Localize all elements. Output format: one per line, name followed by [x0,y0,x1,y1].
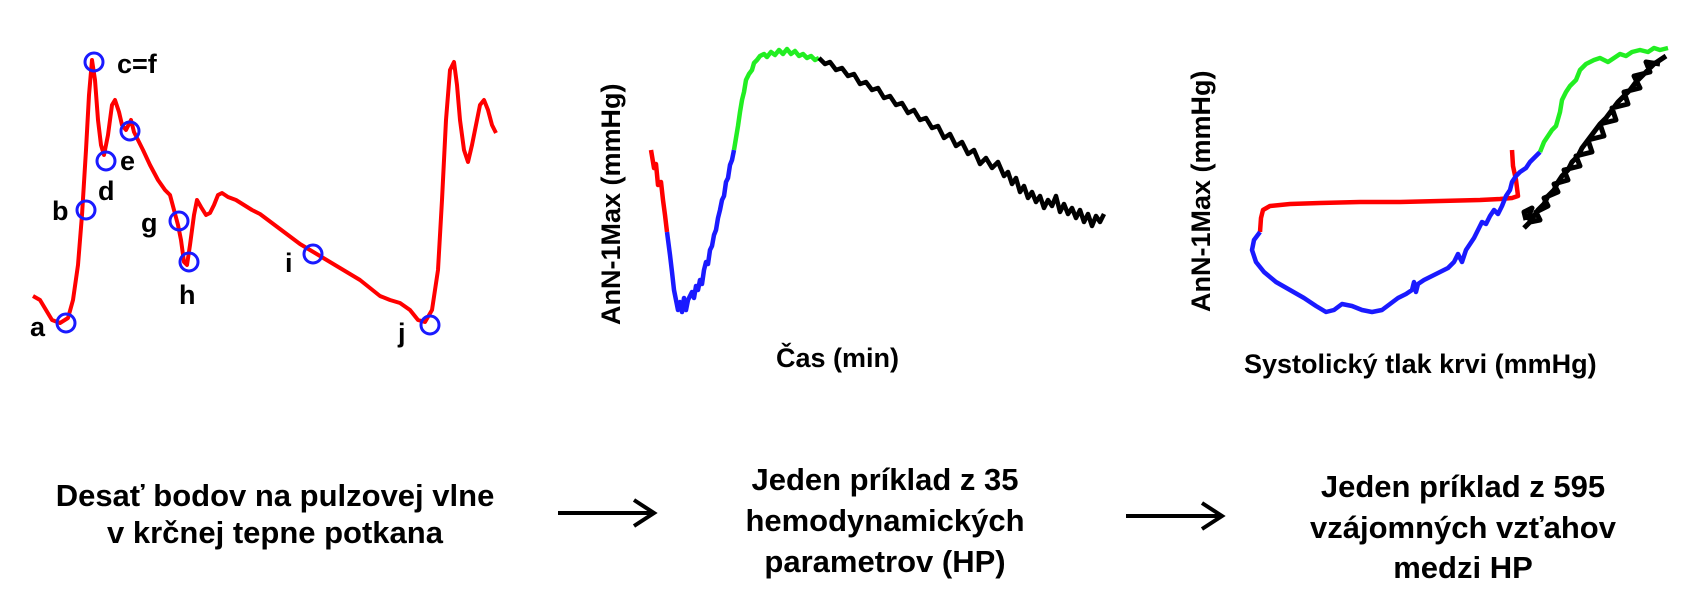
point-label-i: i [285,248,293,278]
caption-3: Jeden príklad z 595 vzájomných vzťahov m… [1310,469,1617,585]
point-label-b: b [52,196,69,226]
relation-panel: AnN-1Max (mmHg) Systolický tlak krvi (mm… [1186,45,1669,379]
time-series-panel: AnN-1Max (mmHg) Čas (min) [596,46,1107,373]
arrow-head [632,498,658,528]
point-label-c: c=f [117,49,158,79]
point-marker-g [168,210,190,232]
arrow-2 [1126,501,1226,531]
point-marker-j [419,314,441,336]
caption-line: parametrov (HP) [764,544,1005,579]
caption-line: Desať bodov na pulzovej vlne [56,478,495,513]
caption-line: medzi HP [1393,550,1533,585]
x-axis-label: Čas (min) [776,342,899,373]
y-axis-label: AnN-1Max (mmHg) [1186,70,1216,312]
x-axis-label: Systolický tlak krvi (mmHg) [1244,349,1597,379]
caption-line: hemodynamických [745,503,1024,538]
caption-line: v krčnej tepne potkana [107,515,444,550]
point-marker-c [83,51,105,73]
point-label-a: a [30,312,46,342]
segment-black [817,56,1107,229]
point-marker-b [75,199,97,221]
caption-line: Jeden príklad z 35 [751,462,1018,497]
point-marker-h [178,251,200,273]
segment-blue [664,149,737,315]
point-label-j: j [397,318,406,348]
segment-green [731,46,821,151]
segment-red [1257,149,1521,233]
pulse-wave-panel: a b c=f d e g h i j [30,49,498,348]
arrow-1 [558,498,658,528]
point-label-g: g [141,208,158,238]
point-marker-d [95,150,117,172]
caption-line: vzájomných vzťahov [1310,510,1617,545]
point-label-e: e [120,146,135,176]
point-marker-a [55,312,77,334]
y-axis-label: AnN-1Max (mmHg) [596,83,626,325]
segment-red [648,149,670,233]
segment-green [1537,45,1669,153]
segment-blue [1249,150,1542,315]
pulse-wave-curve [32,58,498,325]
caption-line: Jeden príklad z 595 [1321,469,1605,504]
caption-2: Jeden príklad z 35 hemodynamických param… [745,462,1024,579]
caption-1: Desať bodov na pulzovej vlne v krčnej te… [56,478,495,550]
point-label-h: h [179,280,196,310]
point-marker-i [302,243,324,265]
point-label-d: d [98,176,115,206]
point-marker-e [119,120,141,142]
segment-black [1521,53,1668,230]
arrow-head [1200,501,1226,531]
